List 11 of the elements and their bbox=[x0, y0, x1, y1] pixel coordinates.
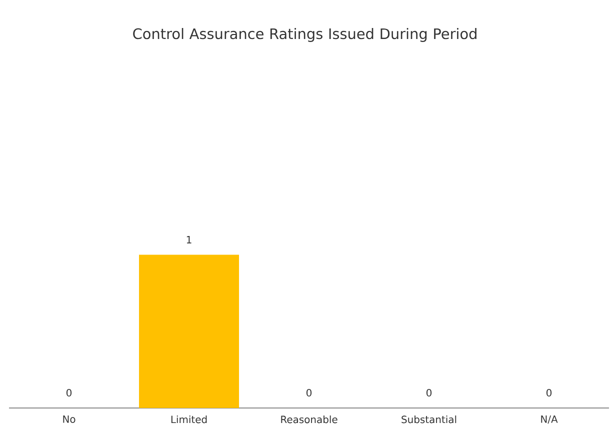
x-tick-label: Substantial bbox=[402, 415, 456, 424]
chart-title: Control Assurance Ratings Issued During Period bbox=[133, 28, 476, 42]
data-label: 0 bbox=[306, 388, 312, 396]
x-tick-label: N/A bbox=[541, 415, 558, 424]
data-label: 0 bbox=[66, 388, 72, 396]
data-label: 0 bbox=[426, 388, 432, 396]
x-tick-label: No bbox=[63, 415, 76, 423]
x-tick-label: Reasonable bbox=[281, 415, 338, 424]
data-label: 1 bbox=[186, 236, 192, 244]
data-label: 0 bbox=[546, 388, 552, 396]
x-tick-label: Limited bbox=[171, 415, 207, 424]
